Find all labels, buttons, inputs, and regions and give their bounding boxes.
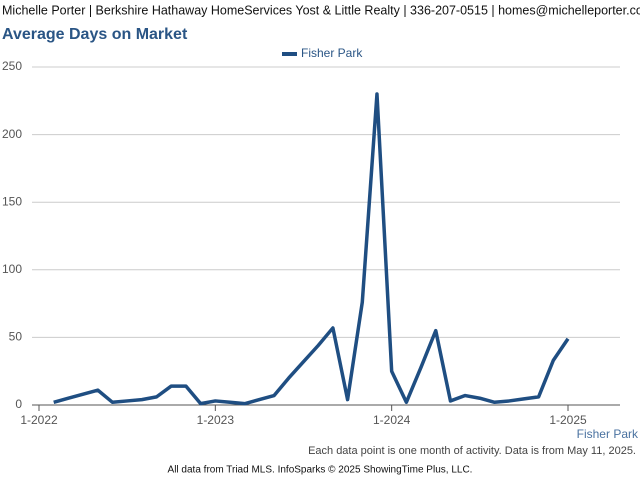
- x-tick-label: 1-2024: [373, 413, 411, 427]
- y-tick-label: 0: [15, 397, 22, 411]
- x-tick-label: 1-2023: [197, 413, 235, 427]
- y-tick-label: 250: [2, 59, 22, 73]
- footer: All data from Triad MLS. InfoSparks © 20…: [168, 465, 473, 476]
- header: Michelle Porter | Berkshire Hathaway Hom…: [2, 3, 640, 17]
- note: Each data point is one month of activity…: [308, 445, 636, 457]
- y-tick-label: 200: [2, 127, 22, 141]
- legend-label: Fisher Park: [301, 46, 363, 60]
- x-tick-label: 1-2022: [20, 413, 58, 427]
- x-tick-label: 1-2025: [549, 413, 587, 427]
- chart-title: Average Days on Market: [2, 26, 188, 43]
- x-caption: Fisher Park: [577, 427, 639, 441]
- line: [53, 92, 570, 406]
- y-tick-label: 100: [2, 262, 22, 276]
- y-tick-label: 50: [9, 330, 23, 344]
- y-tick-label: 150: [2, 194, 22, 208]
